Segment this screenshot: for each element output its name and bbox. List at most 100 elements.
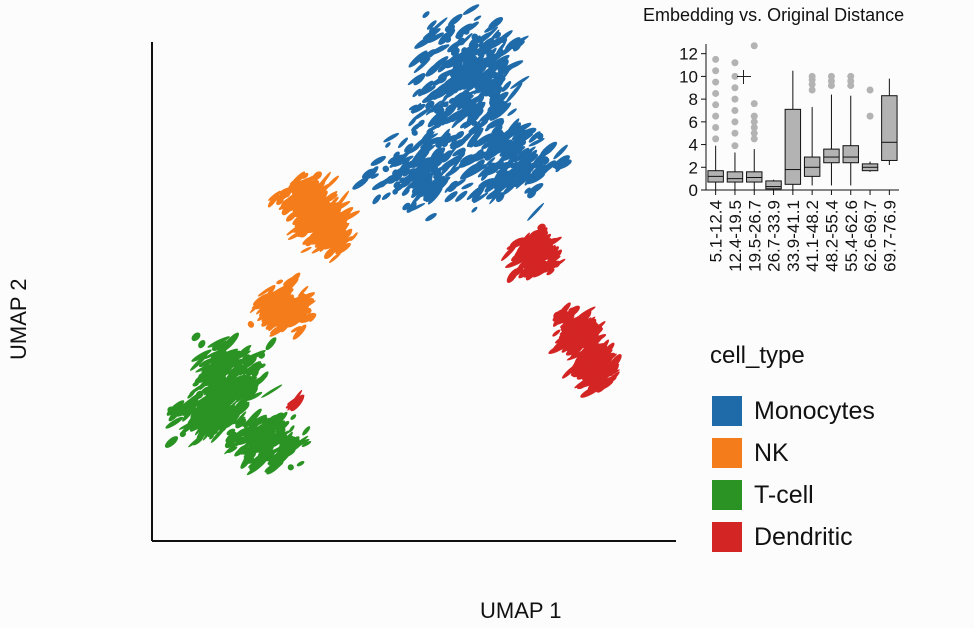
outlier-point	[712, 78, 720, 86]
umap-point	[444, 24, 456, 33]
umap-point	[544, 249, 562, 269]
umap-point	[511, 161, 527, 181]
legend-item-t-cell[interactable]: T-cell	[712, 474, 875, 516]
umap-point	[179, 430, 187, 438]
umap-point	[449, 45, 459, 53]
umap-point	[313, 183, 330, 198]
umap-point	[267, 291, 273, 298]
x-tick-label: 69.7-76.9	[880, 200, 899, 272]
umap-point	[278, 187, 290, 195]
outlier-point	[808, 86, 816, 94]
outlier-point	[750, 100, 758, 108]
umap-point	[444, 191, 458, 203]
umap-point	[208, 350, 227, 369]
outlier-point	[866, 86, 874, 94]
umap-point	[496, 42, 506, 56]
umap-point	[431, 92, 440, 100]
umap-point	[201, 363, 214, 373]
umap-point	[527, 202, 545, 221]
umap-point	[467, 99, 475, 107]
umap-point	[352, 177, 369, 190]
umap-point	[235, 348, 251, 361]
umap-point	[259, 310, 266, 317]
legend-item-monocytes[interactable]: Monocytes	[712, 390, 875, 432]
umap-point	[559, 310, 569, 320]
umap-point	[475, 101, 486, 114]
umap-point	[487, 134, 494, 141]
boxplot-inset: 0 2 4 6 8 10 12 5.1-12.4 12.4-19.5 19.5-26.7 26.7-…	[679, 42, 899, 272]
umap-point	[438, 28, 456, 45]
legend-item-dendritic[interactable]: Dendritic	[712, 516, 875, 558]
umap-point	[222, 398, 237, 409]
umap-point	[489, 106, 508, 121]
umap-point	[233, 436, 244, 443]
umap-point	[484, 153, 492, 161]
umap-point	[457, 130, 474, 147]
umap-point	[301, 182, 311, 190]
umap-points	[164, 4, 622, 476]
umap-point	[305, 174, 318, 183]
umap-point	[479, 85, 497, 96]
umap-point	[570, 346, 592, 360]
umap-point	[472, 96, 485, 112]
umap-point	[261, 384, 283, 398]
umap-point	[235, 418, 247, 429]
umap-point	[444, 185, 451, 193]
umap-point	[393, 182, 406, 193]
umap-point	[466, 47, 484, 59]
umap-point	[322, 206, 332, 216]
outlier-point	[750, 118, 758, 126]
umap-point	[425, 192, 436, 203]
x-tick-label: 12.4-19.5	[726, 200, 745, 272]
umap-point	[531, 150, 547, 170]
umap-point	[506, 147, 522, 166]
umap-point	[575, 367, 582, 374]
y-axis-title: UMAP 2	[6, 278, 31, 360]
umap-point	[552, 329, 561, 337]
umap-point	[466, 186, 483, 201]
umap-point	[341, 238, 349, 247]
umap-point	[270, 325, 282, 334]
legend-item-nk[interactable]: NK	[712, 432, 875, 474]
umap-point	[218, 356, 228, 363]
umap-point	[317, 226, 329, 240]
umap-point	[509, 237, 526, 248]
umap-point	[264, 460, 284, 473]
umap-point	[260, 299, 269, 307]
umap-point	[299, 312, 317, 323]
umap-point	[537, 223, 546, 231]
umap-point	[220, 393, 228, 401]
outlier-point	[712, 135, 720, 143]
umap-point	[506, 118, 520, 134]
umap-point	[218, 353, 241, 366]
umap-point	[204, 350, 220, 359]
crosshair-cursor-icon	[737, 70, 751, 84]
umap-point	[328, 252, 342, 264]
umap-point	[510, 75, 530, 89]
umap-point	[286, 320, 296, 328]
outlier-point	[827, 72, 835, 80]
umap-point	[562, 320, 576, 337]
umap-point	[475, 74, 495, 91]
umap-point	[276, 279, 284, 285]
umap-point	[298, 285, 309, 297]
umap-point	[595, 351, 605, 362]
umap-point	[319, 244, 327, 252]
umap-point	[505, 256, 529, 269]
umap-point	[461, 182, 474, 190]
umap-point	[527, 189, 537, 199]
umap-point	[269, 308, 286, 329]
umap-point	[464, 71, 477, 84]
umap-point	[562, 312, 571, 324]
umap-point	[487, 74, 504, 90]
umap-point	[272, 432, 286, 447]
umap-point	[449, 69, 457, 77]
umap-point	[561, 342, 573, 353]
umap-point	[430, 166, 439, 175]
umap-point	[421, 167, 432, 180]
umap-point	[452, 49, 471, 70]
umap-point	[387, 155, 402, 165]
y-tick-label: 4	[689, 136, 698, 155]
umap-point	[452, 148, 465, 157]
umap-point	[470, 58, 480, 66]
